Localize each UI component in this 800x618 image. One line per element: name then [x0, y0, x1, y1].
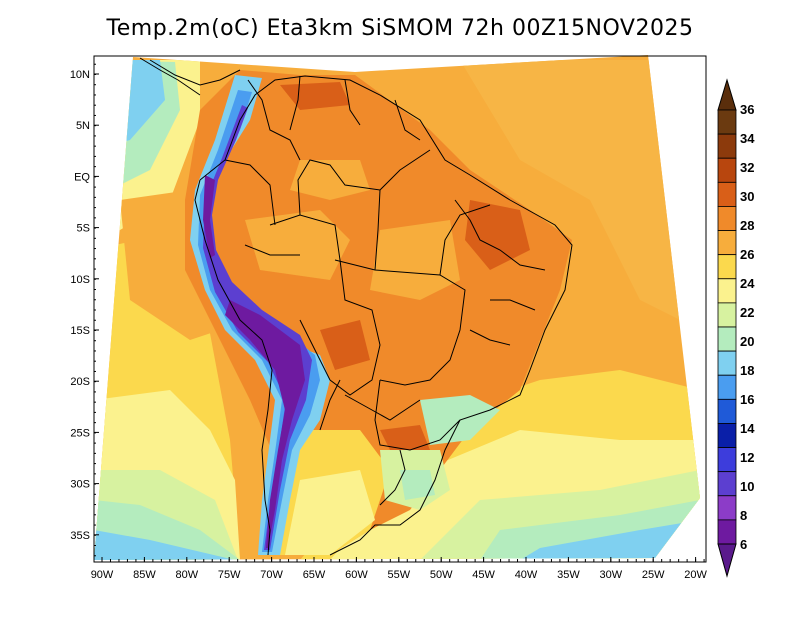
colorbar-label: 24 [740, 276, 755, 291]
colorbar-label: 32 [740, 160, 754, 175]
colorbar-swatch [717, 398, 737, 424]
colorbar-bottom-arrow [717, 543, 737, 578]
colorbar-label: 28 [740, 218, 754, 233]
lon-tick-label: 50W [430, 569, 453, 581]
colorbar-label: 8 [740, 508, 747, 523]
colorbar-label: 20 [740, 334, 754, 349]
lat-tick-label: 10N [70, 69, 90, 81]
lon-tick-label: 80W [175, 569, 198, 581]
colorbar-label: 26 [740, 247, 754, 262]
lat-tick-label: 15S [70, 325, 90, 337]
map-frame [93, 55, 707, 563]
colorbar-label: 36 [740, 102, 754, 117]
colorbar-swatch [717, 374, 737, 400]
colorbar-swatch [717, 254, 737, 280]
colorbar-swatch [717, 471, 737, 497]
lat-tick-label: 5N [76, 120, 90, 132]
lat-tick-label: EQ [74, 171, 90, 183]
colorbar-swatch [717, 302, 737, 328]
lat-tick-label: 30S [70, 479, 90, 491]
lon-tick-label: 90W [91, 569, 114, 581]
colorbar-label: 30 [740, 189, 754, 204]
lon-tick-label: 20W [684, 569, 707, 581]
colorbar-legend: 36 34 32 30 28 26 24 22 20 18 16 14 12 10 8 6 [717, 78, 755, 578]
lon-tick-label: 85W [133, 569, 156, 581]
colorbar-swatch [717, 230, 737, 256]
colorbar-swatch [717, 278, 737, 304]
latitude-axis: 10N 5N EQ 5S 10S 15S 20S 25S 30S 35S [70, 63, 99, 557]
colorbar-top-arrow [717, 78, 737, 111]
map-title: Temp.2m(oC) Eta3km SiSMOM 72h 00Z15NOV20… [106, 16, 694, 41]
colorbar-label: 14 [740, 421, 755, 436]
colorbar-label: 18 [740, 363, 754, 378]
lat-tick-label: 25S [70, 427, 90, 439]
lon-tick-label: 35W [557, 569, 580, 581]
colorbar-label: 22 [740, 305, 754, 320]
longitude-axis: 90W 85W 80W 75W 70W 65W 60W 55W 50W 45W 40W 35W 30W 2… [91, 557, 708, 581]
lon-tick-label: 25W [642, 569, 665, 581]
colorbar-swatch [717, 519, 737, 545]
colorbar-swatch [717, 495, 737, 521]
temperature-field [94, 55, 700, 560]
colorbar-swatch [717, 206, 737, 231]
lon-tick-label: 30W [599, 569, 622, 581]
colorbar-label: 34 [740, 131, 755, 146]
colorbar-swatch [717, 423, 737, 448]
political-boundaries [139, 57, 573, 556]
lon-tick-label: 40W [515, 569, 538, 581]
colorbar-label: 6 [740, 537, 747, 552]
colorbar-swatch [717, 157, 737, 183]
colorbar-swatch [717, 326, 737, 352]
colorbar-label: 12 [740, 450, 754, 465]
lon-tick-label: 60W [345, 569, 368, 581]
lat-tick-label: 5S [77, 223, 90, 235]
colorbar-swatch [717, 109, 737, 135]
lon-tick-label: 55W [387, 569, 410, 581]
lat-tick-label: 35S [70, 530, 90, 542]
colorbar-swatch [717, 447, 737, 473]
colorbar-swatch [717, 350, 737, 376]
lon-tick-label: 75W [218, 569, 241, 581]
lat-tick-label: 10S [70, 274, 90, 286]
colorbar-label: 10 [740, 479, 754, 494]
lon-tick-label: 70W [260, 569, 283, 581]
colorbar-swatch [717, 133, 737, 159]
lon-tick-label: 65W [303, 569, 326, 581]
lon-tick-label: 45W [472, 569, 495, 581]
colorbar-label: 16 [740, 392, 754, 407]
lat-tick-label: 20S [70, 376, 90, 388]
colorbar-swatch [717, 181, 737, 207]
